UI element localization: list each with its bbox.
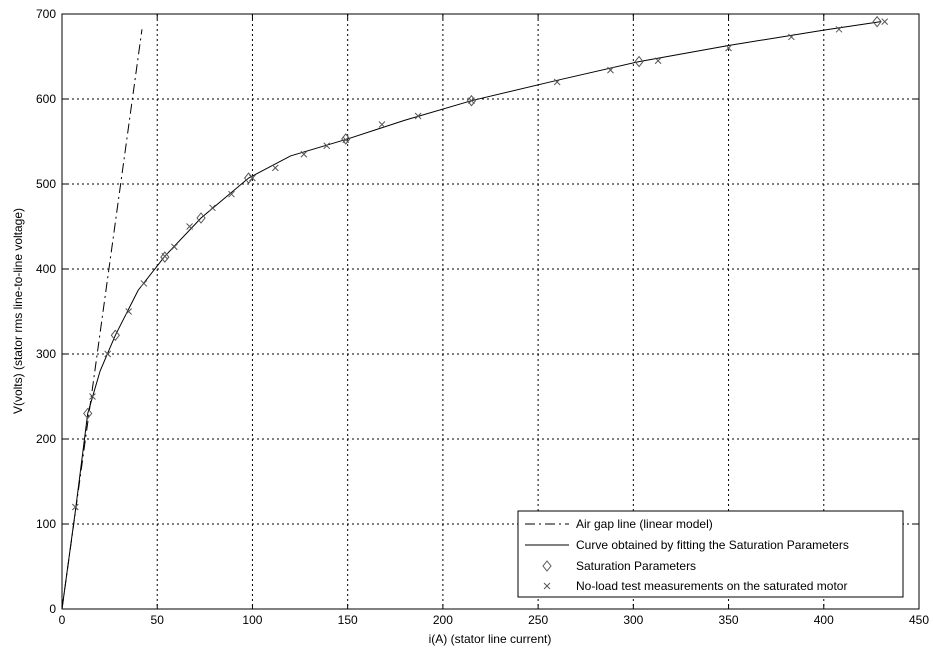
series-layer: [61, 15, 889, 610]
saturation-parameter-point: [83, 407, 93, 420]
x-tick-label: 450: [909, 613, 929, 627]
no-load-measurement-point: [607, 66, 614, 74]
no-load-measurement-point: [654, 57, 662, 65]
x-tick-label: 350: [719, 613, 739, 627]
legend-noload-label: No-load test measurements on the saturat…: [576, 579, 847, 593]
saturation-parameter-point: [634, 55, 644, 68]
y-tick-label: 600: [36, 92, 56, 106]
x-tick-label: 100: [242, 613, 262, 627]
series-air-gap-line: [61, 29, 143, 610]
no-load-measurement-point: [553, 78, 561, 86]
legend-airgap-label: Air gap line (linear model): [576, 517, 713, 531]
saturation-parameter-point: [110, 329, 120, 342]
no-load-measurement-point: [249, 174, 256, 182]
no-load-measurement-point: [271, 164, 279, 172]
no-load-measurement-point: [881, 18, 889, 26]
no-load-measurement-point: [209, 204, 216, 212]
no-load-measurement-point: [89, 393, 96, 400]
x-tick-label: 250: [528, 613, 548, 627]
y-tick-label: 400: [36, 262, 56, 276]
x-tick-label: 50: [151, 613, 165, 627]
no-load-measurement-point: [161, 252, 169, 260]
series-fitted-curve: [61, 21, 881, 610]
saturation-parameter-point: [196, 212, 206, 224]
no-load-measurement-point: [725, 44, 732, 52]
no-load-measurement-point: [414, 112, 422, 120]
grid: [62, 14, 919, 609]
x-tick-label: 0: [59, 613, 66, 627]
y-tick-label: 100: [36, 517, 56, 531]
x-tick-label: 400: [814, 613, 834, 627]
x-axis-label: i(A) (stator line current): [429, 632, 552, 646]
saturation-parameter-point: [872, 15, 882, 28]
no-load-measurement-point: [228, 190, 235, 198]
y-axis-label: V(volts) (stator rms line-to-line voltag…: [11, 208, 25, 414]
legend-box: [517, 510, 904, 598]
ticks: 0 50 100 150 200 250 300 350 400 450 0 100 200 300 400…: [36, 7, 929, 627]
y-tick-label: 500: [36, 177, 56, 191]
x-tick-label: 150: [338, 613, 358, 627]
legend: Air gap line (linear model) Curve obtain…: [517, 510, 904, 598]
saturation-parameter-point: [160, 251, 170, 263]
saturation-parameter-point: [466, 94, 477, 107]
legend-saturation-label: Saturation Parameters: [576, 559, 696, 573]
plot-frame: [61, 13, 920, 610]
y-tick-label: 700: [36, 7, 56, 21]
no-load-measurement-point: [140, 280, 148, 287]
no-load-measurement-point: [71, 503, 79, 511]
no-load-measurement-point: [342, 136, 350, 144]
no-load-measurement-point: [835, 25, 843, 33]
y-tick-label: 300: [36, 347, 56, 361]
no-load-measurement-point: [186, 223, 193, 230]
y-tick-label: 0: [49, 602, 56, 616]
no-load-measurement-point: [171, 243, 178, 251]
no-load-measurement-point: [104, 350, 112, 358]
legend-diamond-icon: [542, 560, 552, 572]
no-load-measurement-point: [788, 33, 795, 41]
no-load-measurement-point: [378, 121, 386, 128]
y-tick-label: 200: [36, 432, 56, 446]
no-load-measurement-point: [125, 308, 133, 315]
x-tick-label: 200: [433, 613, 453, 627]
legend-x-marker-icon: [543, 582, 551, 590]
no-load-measurement-point: [300, 150, 308, 158]
legend-curve-label: Curve obtained by fitting the Saturation…: [576, 538, 849, 552]
no-load-measurement-point: [323, 142, 331, 150]
x-tick-label: 300: [623, 613, 643, 627]
no-load-measurement-point: [468, 97, 475, 105]
